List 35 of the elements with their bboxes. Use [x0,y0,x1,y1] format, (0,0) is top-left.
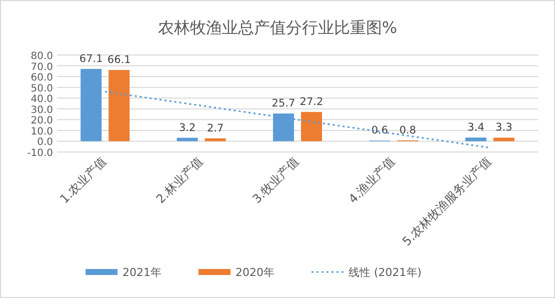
y-tick-label: 0.0 [37,137,53,148]
data-label: 3.3 [496,122,512,134]
y-tick-label: 20.0 [30,116,53,127]
legend-label: 2021年 [122,266,162,279]
bar [108,70,130,142]
x-tick-label: 2.林业产值 [153,154,206,206]
y-tick-label: 10.0 [30,126,53,138]
x-tick-label: 3.牧业产值 [250,154,302,206]
data-label: 25.7 [272,98,296,110]
bar [493,138,514,142]
y-tick-label: -10.0 [27,148,53,159]
bar [273,114,294,142]
data-label: 3.4 [468,122,485,134]
x-tick-label: 4.渔业产值 [346,154,398,206]
data-label: 67.1 [79,52,103,65]
y-tick-label: 30.0 [30,104,53,116]
data-label: 2.7 [206,122,224,134]
legend-label: 线性 (2021年) [348,266,422,279]
y-tick-label: 40.0 [30,94,53,106]
y-tick-label: 70.0 [30,62,53,73]
data-label: 0.8 [399,124,416,136]
chart-title: 农林牧渔业总产值分行业比重图% [158,18,398,37]
data-label: 66.1 [107,54,131,66]
legend-label: 2020年 [236,266,274,279]
line-series [104,90,491,148]
x-tick-label: 1.农业产值 [57,154,110,206]
bar [301,112,322,142]
x-tick-label: 5.农林牧渔服务业产值 [400,154,494,249]
data-label: 3.2 [178,122,196,134]
bar [80,68,102,142]
bar [465,138,486,142]
data-label: 27.2 [300,96,324,108]
y-tick-label: 80.0 [30,51,53,62]
y-tick-label: 60.0 [30,72,53,84]
y-tick-label: 50.0 [30,83,53,94]
